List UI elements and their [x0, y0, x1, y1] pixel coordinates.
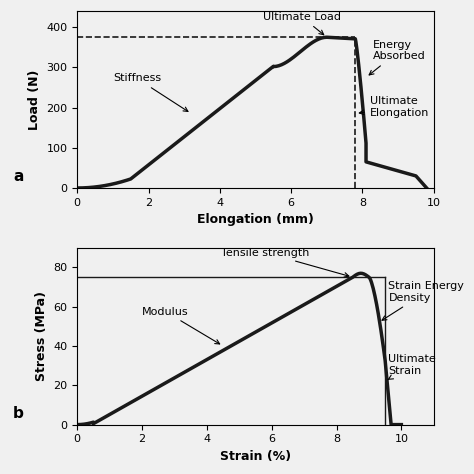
Text: Energy
Absorbed: Energy Absorbed — [369, 40, 426, 75]
Text: Strain Energy
Density: Strain Energy Density — [382, 281, 464, 320]
Text: Ultimate
Elongation: Ultimate Elongation — [359, 96, 429, 118]
Text: Stiffness: Stiffness — [113, 73, 188, 111]
Text: Ultimate
Strain: Ultimate Strain — [388, 354, 436, 380]
Y-axis label: Load (N): Load (N) — [28, 69, 41, 130]
Text: Tensile strength: Tensile strength — [221, 247, 349, 277]
X-axis label: Elongation (mm): Elongation (mm) — [197, 213, 314, 226]
X-axis label: Strain (%): Strain (%) — [220, 450, 291, 463]
Text: Ultimate Load: Ultimate Load — [263, 12, 341, 35]
Y-axis label: Stress (MPa): Stress (MPa) — [35, 291, 48, 381]
Text: b: b — [13, 406, 24, 421]
Text: Modulus: Modulus — [142, 307, 219, 344]
Text: a: a — [13, 169, 23, 184]
